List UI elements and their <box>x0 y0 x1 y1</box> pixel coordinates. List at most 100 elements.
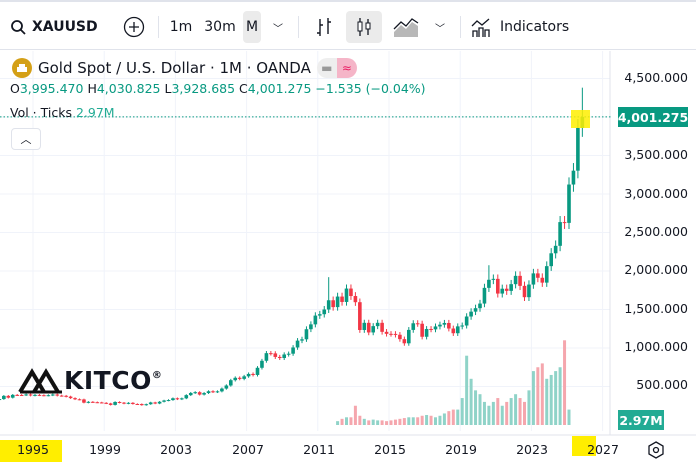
candle-body <box>175 398 180 400</box>
candle-body <box>496 278 500 294</box>
candle-body <box>513 275 518 285</box>
volume-value: 2.97M <box>75 105 115 120</box>
price-tick: 1,500.000 <box>624 301 688 316</box>
candle-body <box>135 403 140 405</box>
volume-bar <box>474 390 478 425</box>
candle-body <box>536 273 540 278</box>
candle-body <box>144 404 149 406</box>
candle-body <box>411 323 416 330</box>
volume-bar <box>429 415 433 425</box>
volume-bar <box>540 363 544 425</box>
candle-body <box>166 400 171 402</box>
candle-body <box>464 316 469 326</box>
candle-body <box>233 377 238 381</box>
candle-body <box>291 347 295 354</box>
minus-icon[interactable]: ▬ <box>316 58 337 78</box>
interval-dropdown-chevron-icon[interactable]: ﹀ <box>273 23 283 35</box>
interval-M[interactable]: M <box>243 11 261 43</box>
candle-body <box>451 328 456 334</box>
candle-body <box>424 328 429 337</box>
volume-bar <box>558 367 562 425</box>
approx-icon[interactable]: ≈ <box>336 58 357 78</box>
volume-bar <box>416 417 420 425</box>
ohlc-bars-icon <box>317 18 331 36</box>
volume-bar <box>505 401 509 425</box>
gold-symbol-icon <box>12 58 32 78</box>
time-tick: 1995 <box>17 442 49 457</box>
candle-body <box>95 402 100 404</box>
candle-body <box>389 333 393 335</box>
volume-bar <box>398 418 402 425</box>
candle-body <box>286 353 291 355</box>
candle-body <box>220 388 224 392</box>
symbol-title: Gold Spot / U.S. Dollar · 1M · OANDA <box>38 59 311 77</box>
chevron-up-icon: ︿ <box>20 133 32 146</box>
candle-body <box>0 399 2 401</box>
candle-body <box>206 391 211 394</box>
price-tick: 500.000 <box>636 377 688 392</box>
candle-body <box>180 398 184 400</box>
legend-controls[interactable]: ▬ ≈ <box>316 58 357 78</box>
candle-body <box>215 391 220 393</box>
price-tick: 1,000.000 <box>624 339 688 354</box>
area-chart-button[interactable] <box>388 11 424 43</box>
candle-body <box>269 353 273 355</box>
candle-body <box>237 377 242 379</box>
candle-body <box>148 402 153 405</box>
volume-bar <box>353 405 357 425</box>
candles-chart-button[interactable] <box>346 11 382 43</box>
volume-bar <box>336 421 340 425</box>
bars-chart-button[interactable] <box>308 11 340 43</box>
candle-body <box>500 288 505 294</box>
candle-body <box>264 353 269 361</box>
candle-body <box>504 288 509 291</box>
volume-bar <box>389 420 393 425</box>
candle-body <box>68 396 73 399</box>
candle-body <box>77 399 82 401</box>
candle-body <box>153 402 157 404</box>
candle-body <box>73 398 77 400</box>
candle-body <box>2 395 6 400</box>
candle-body <box>171 398 175 401</box>
collapse-legend-button[interactable]: ︿ <box>11 128 41 150</box>
candle-body <box>91 401 95 403</box>
settings-hex-icon <box>648 441 664 459</box>
candle-body <box>455 326 460 334</box>
volume-bar <box>451 409 455 425</box>
interval-1m[interactable]: 1m <box>169 19 193 35</box>
price-tick: 3,500.000 <box>624 147 688 162</box>
chart-settings-button[interactable] <box>646 440 666 464</box>
volume-bar <box>523 401 526 425</box>
candle-body <box>362 322 367 330</box>
kitco-watermark: KITCO ® <box>18 366 162 395</box>
search-icon <box>11 20 26 35</box>
candle-body <box>188 392 193 396</box>
open-value: 3,995.470 <box>19 81 84 96</box>
candle-body <box>184 395 189 399</box>
candle-body <box>59 395 64 397</box>
candle-body <box>295 340 300 348</box>
volume-bar <box>545 378 549 425</box>
volume-bar <box>420 415 424 425</box>
candle-body <box>438 324 442 327</box>
chart-type-chevron-icon[interactable]: ﹀ <box>435 23 445 35</box>
candle-body <box>544 266 549 283</box>
symbol-search[interactable]: XAUUSD <box>10 11 98 43</box>
volume-bar <box>425 414 429 425</box>
price-tick: 3,000.000 <box>624 186 688 201</box>
candle-body <box>162 400 166 402</box>
price-tick: 2,500.000 <box>624 224 688 239</box>
indicators-button[interactable]: Indicators <box>470 11 569 43</box>
candle-body <box>318 314 322 316</box>
interval-30m[interactable]: 30m <box>204 19 236 35</box>
compare-add-button[interactable] <box>118 11 150 43</box>
price-chart[interactable] <box>0 51 696 467</box>
volume-bar <box>380 420 384 425</box>
candle-body <box>576 127 580 171</box>
candle-body <box>202 393 206 395</box>
price-tick: 2,000.000 <box>624 262 688 277</box>
candle-body <box>42 395 46 397</box>
candle-body <box>313 315 318 325</box>
candle-body <box>19 394 24 396</box>
candle-body <box>64 395 68 397</box>
